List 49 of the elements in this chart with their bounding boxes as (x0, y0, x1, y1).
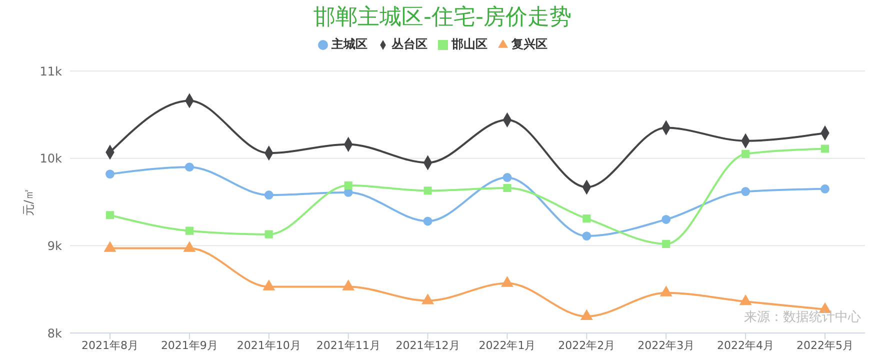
point (422, 294, 434, 304)
y-tick-label: 11k (40, 64, 62, 78)
point (344, 181, 352, 190)
point (740, 294, 752, 306)
point (106, 211, 114, 220)
x-tick-label: 2022年3月 (638, 338, 695, 352)
point (501, 276, 514, 287)
point (502, 173, 512, 182)
y-axis-title: 元/㎡ (21, 188, 36, 216)
point (104, 242, 116, 252)
x-tick-label: 2021年11月 (316, 338, 380, 352)
y-tick-label: 8k (47, 326, 62, 340)
annotation: 来源：数据统计中心 (744, 309, 861, 326)
point (342, 280, 354, 290)
point (503, 184, 512, 192)
point (742, 150, 750, 158)
x-tick-label: 2021年9月 (160, 338, 218, 352)
point (820, 144, 830, 153)
x-tick-label: 2021年10月 (236, 338, 301, 352)
x-tick-label: 2022年1月 (478, 338, 536, 352)
x-tick-label: 2021年8月 (82, 338, 138, 352)
point (264, 230, 273, 238)
point (580, 310, 593, 320)
point (660, 286, 672, 296)
point (582, 232, 592, 241)
point (662, 214, 671, 224)
x-tick-label: 2022年5月 (796, 338, 854, 352)
y-tick-label: 9k (47, 238, 62, 253)
point (264, 190, 274, 200)
point (424, 186, 432, 195)
legend-label: 主城区 (332, 37, 368, 51)
point (184, 162, 194, 172)
point (263, 280, 275, 290)
x-tick-label: 2021年12月 (396, 338, 460, 352)
point (741, 187, 750, 196)
point (662, 240, 670, 248)
legend-label: 邯山区 (452, 37, 488, 51)
point (582, 214, 591, 223)
legend-label: 复兴区 (512, 37, 548, 51)
point (106, 170, 114, 179)
legend-label: 丛台区 (392, 37, 428, 51)
point (185, 226, 194, 235)
point (423, 216, 432, 226)
point (820, 184, 830, 194)
x-tick-label: 2022年4月 (717, 338, 774, 352)
x-tick-label: 2022年2月 (558, 338, 616, 352)
chart-title: 邯郸主城区-住宅-房价走势 (312, 4, 572, 32)
y-tick-label: 10k (40, 152, 62, 166)
point (184, 242, 196, 252)
